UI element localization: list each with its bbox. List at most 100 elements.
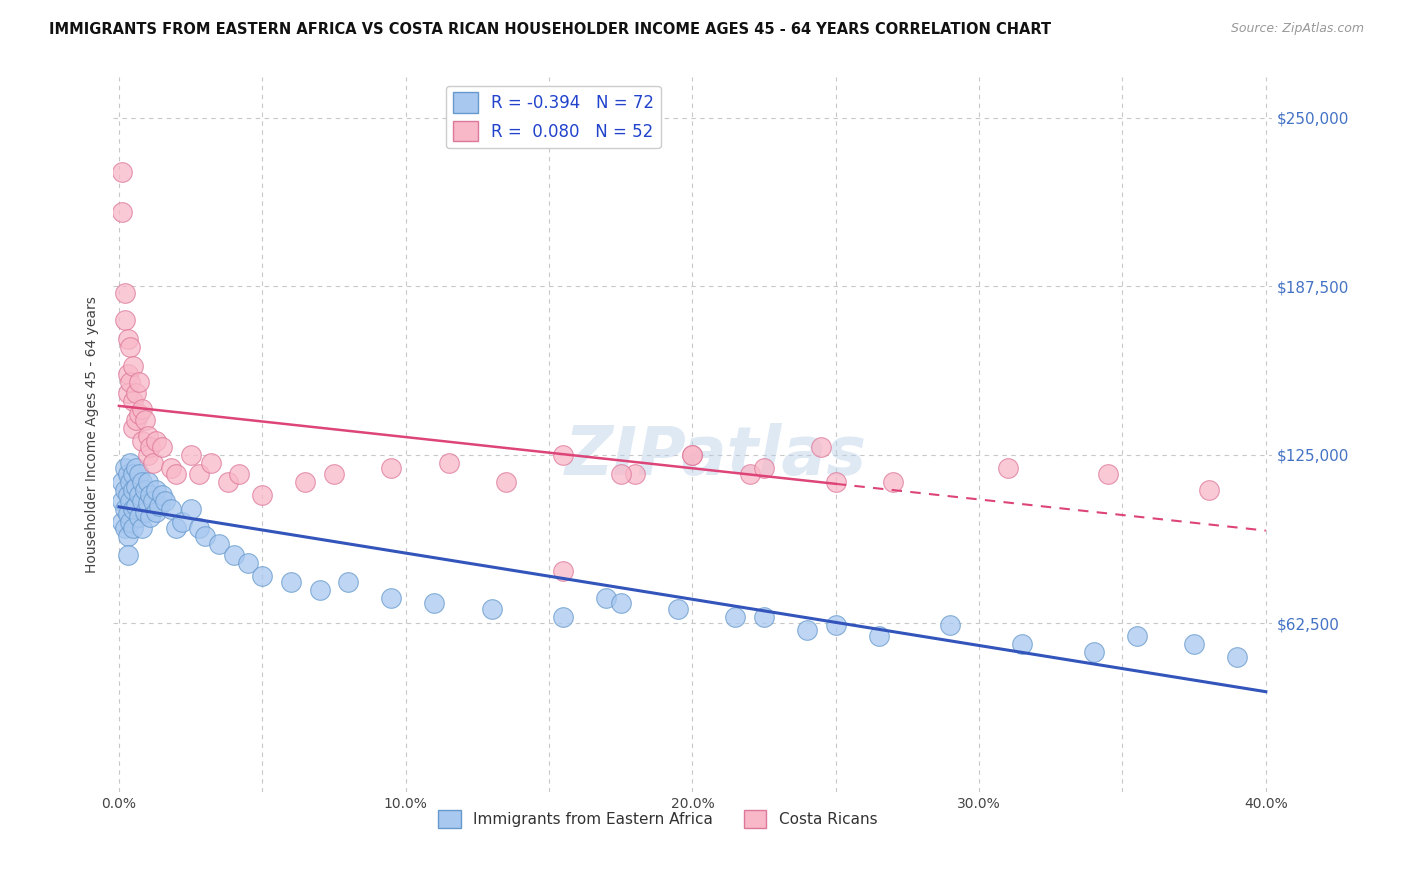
Point [145,434,167,449]
Point [117,467,139,481]
Point [810,440,832,454]
Point [553,564,575,578]
Point [125,461,148,475]
Point [120,375,142,389]
Point [111,475,134,489]
Point [165,467,187,481]
Point [752,609,775,624]
Point [208,537,231,551]
Point [595,591,617,605]
Point [125,385,148,400]
Point [824,617,846,632]
Point [125,413,148,427]
Point [114,313,136,327]
Point [142,493,165,508]
Point [136,448,159,462]
Point [868,629,890,643]
Point [120,516,142,530]
Point [139,488,162,502]
Point [120,456,142,470]
Point [145,504,167,518]
Point [939,617,962,632]
Point [122,501,145,516]
Point [380,461,402,475]
Point [609,596,631,610]
Point [136,429,159,443]
Point [136,496,159,510]
Point [145,483,167,497]
Point [165,521,187,535]
Text: IMMIGRANTS FROM EASTERN AFRICA VS COSTA RICAN HOUSEHOLDER INCOME AGES 45 - 64 YE: IMMIGRANTS FROM EASTERN AFRICA VS COSTA … [49,22,1052,37]
Point [128,510,150,524]
Point [724,609,747,624]
Point [117,529,139,543]
Point [131,521,153,535]
Y-axis label: Householder Income Ages 45 - 64 years: Householder Income Ages 45 - 64 years [86,296,100,574]
Point [236,556,259,570]
Point [122,421,145,435]
Point [128,467,150,481]
Point [294,475,316,489]
Point [337,574,360,589]
Point [128,375,150,389]
Text: Source: ZipAtlas.com: Source: ZipAtlas.com [1230,22,1364,36]
Point [148,499,170,513]
Point [134,413,156,427]
Point [111,165,134,179]
Point [153,493,176,508]
Point [681,448,703,462]
Point [150,488,173,502]
Point [738,467,761,481]
Point [200,456,222,470]
Point [423,596,446,610]
Point [666,601,689,615]
Point [1126,629,1149,643]
Point [122,394,145,409]
Point [134,483,156,497]
Point [159,461,181,475]
Point [111,516,134,530]
Point [1226,650,1249,665]
Text: ZIPatlas: ZIPatlas [565,423,866,489]
Point [681,448,703,462]
Point [796,623,818,637]
Point [997,461,1019,475]
Point [114,521,136,535]
Point [131,402,153,417]
Point [122,483,145,497]
Point [481,601,503,615]
Point [222,548,245,562]
Point [131,434,153,449]
Point [117,548,139,562]
Point [188,467,211,481]
Point [120,475,142,489]
Point [624,467,647,481]
Point [1182,637,1205,651]
Point [114,286,136,301]
Point [553,609,575,624]
Point [228,467,250,481]
Point [114,501,136,516]
Point [180,448,202,462]
Point [139,440,162,454]
Point [122,521,145,535]
Point [194,529,217,543]
Point [117,508,139,522]
Point [495,475,517,489]
Point [437,456,460,470]
Point [117,488,139,502]
Point [125,499,148,513]
Point [1083,645,1105,659]
Point [139,510,162,524]
Point [280,574,302,589]
Point [1198,483,1220,497]
Point [180,501,202,516]
Point [120,340,142,354]
Point [120,493,142,508]
Point [128,488,150,502]
Point [111,205,134,219]
Point [752,461,775,475]
Point [131,475,153,489]
Point [117,385,139,400]
Point [125,480,148,494]
